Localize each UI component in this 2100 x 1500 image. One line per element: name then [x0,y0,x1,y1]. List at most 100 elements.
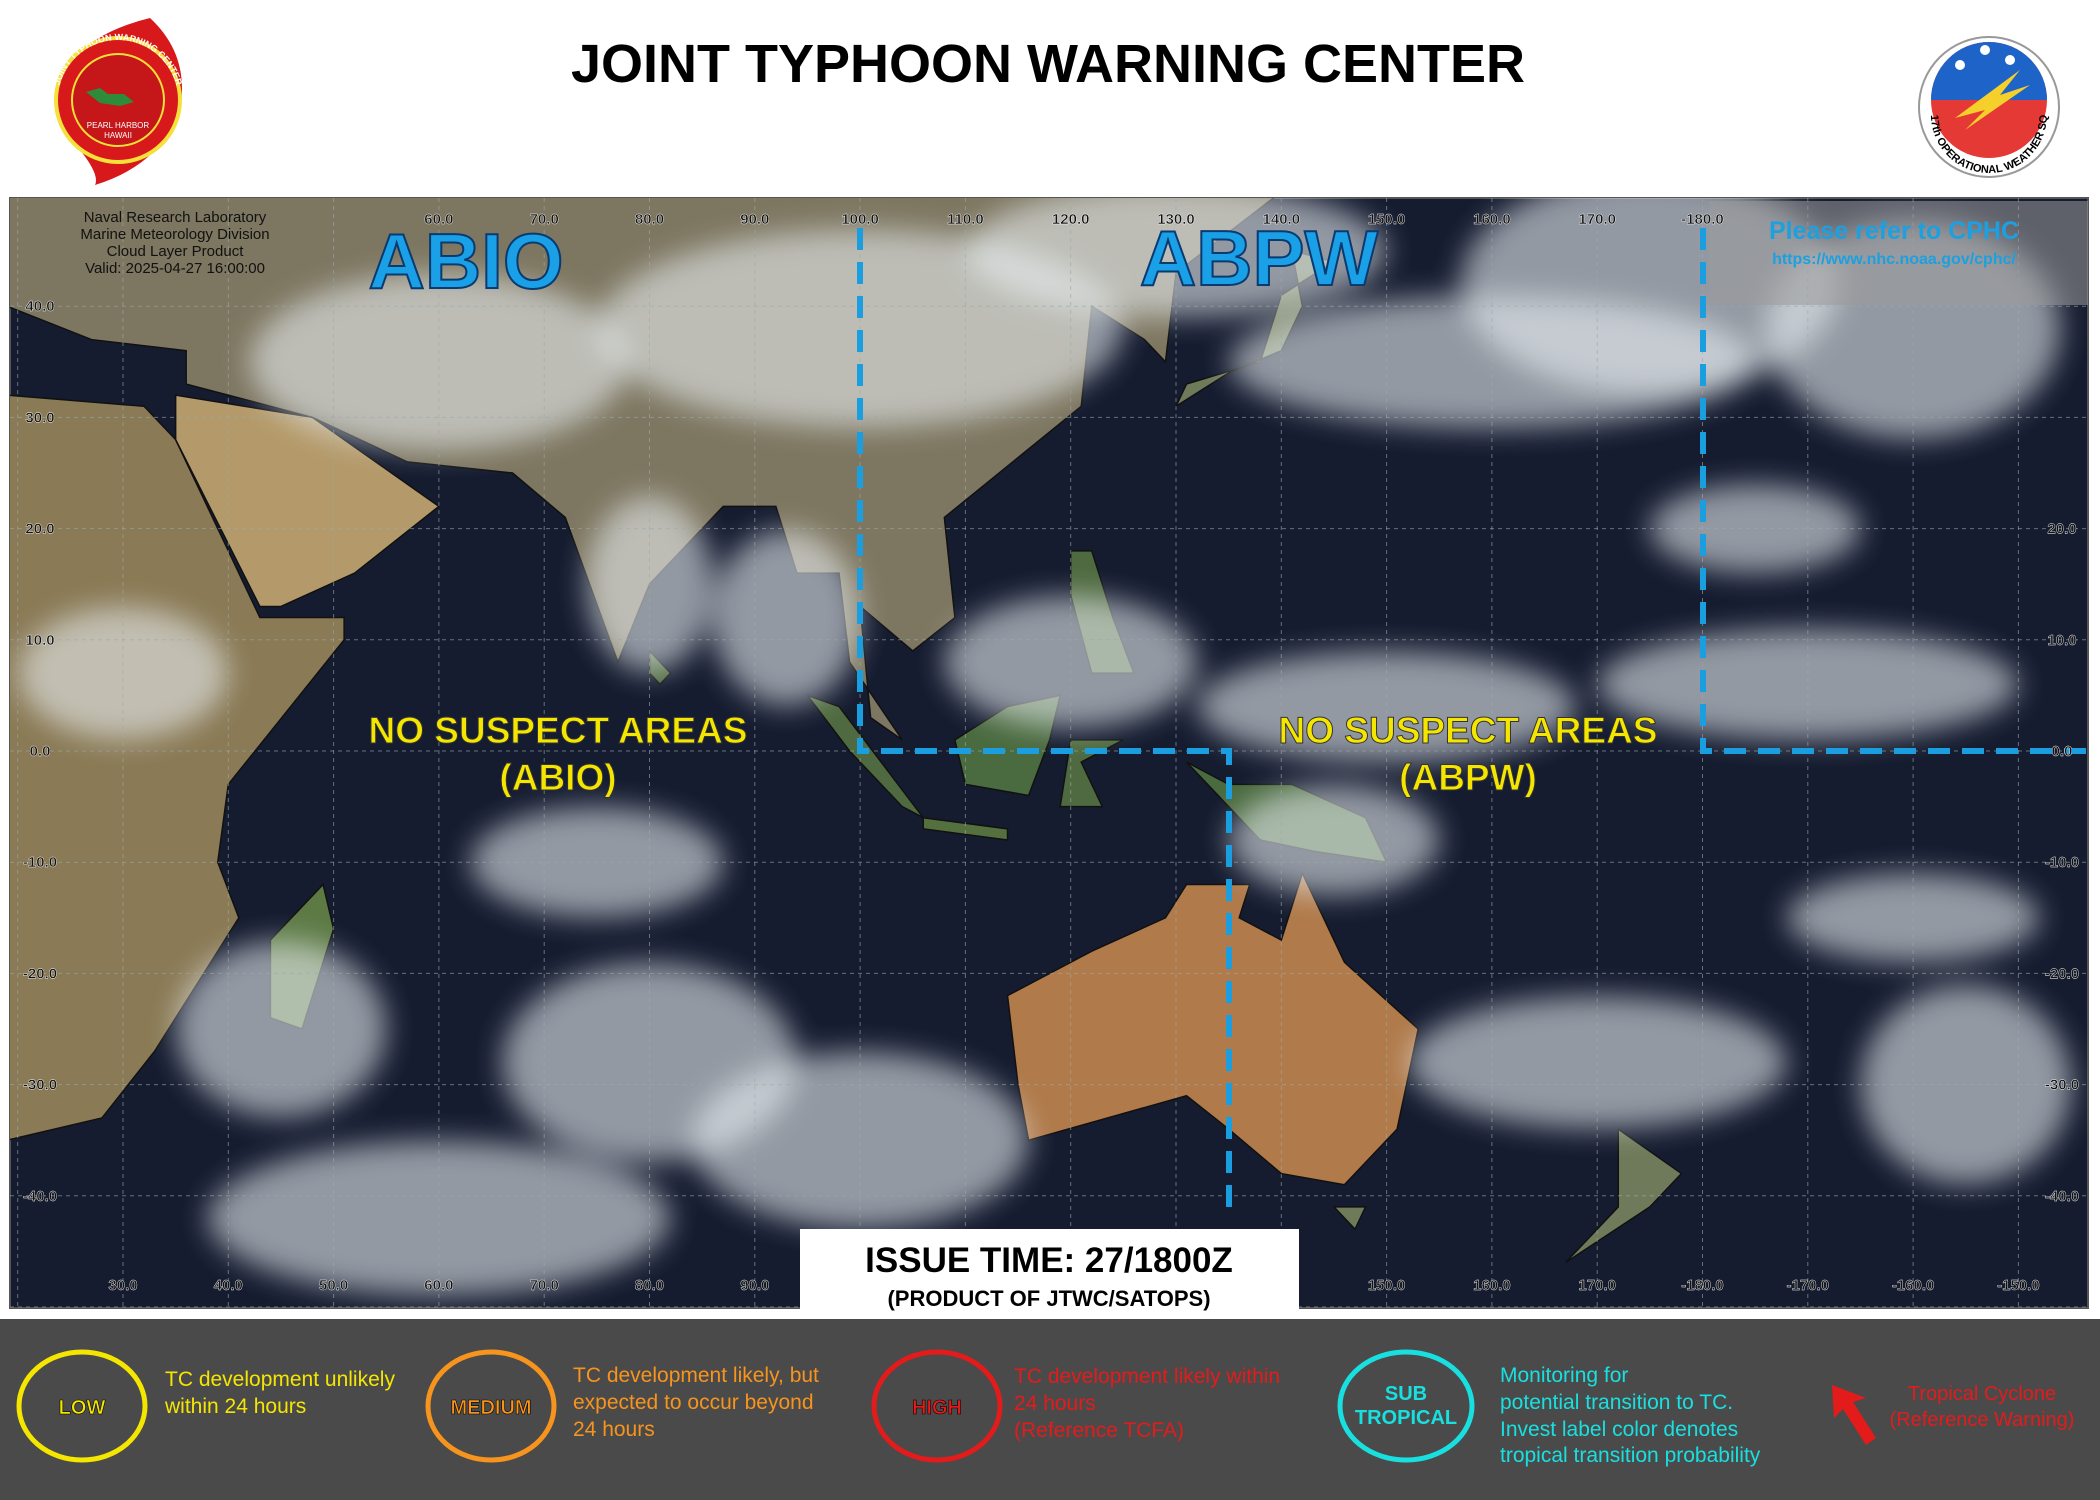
lon-label: 90.0 [740,1277,769,1294]
ows-logo: 17th OPERATIONAL WEATHER SQ [1918,36,2060,178]
lon-label: 70.0 [530,211,559,228]
lon-label: 90.0 [740,211,769,228]
status-text: NO SUSPECT AREAS (ABIO) NO SUSPECT AREAS… [368,710,1658,799]
lon-label: 160.0 [1473,211,1511,228]
logo-text: PEARL HARBOR [87,121,150,130]
info-line: Naval Research Laboratory [84,209,267,226]
region-label: ABIO [369,217,564,305]
lat-label: -40.0 [23,1188,57,1205]
lat-label: 30.0 [25,409,54,426]
legend-text: 24 hours [1014,1392,1096,1415]
cphc-url: https://www.nhc.noaa.gov/cphc/ [1772,251,2016,268]
cloud [1197,651,1576,762]
cloud [1597,629,2018,740]
landmass [1565,1127,1683,1264]
cloud [692,1052,1029,1229]
lat-label: 40.0 [25,298,54,315]
landmass [174,394,441,608]
lat-label: -10.0 [23,854,57,871]
issue-product: (PRODUCT OF JTWC/SATOPS) [887,1286,1210,1311]
cloud [1228,784,1439,895]
lat-label: 0.0 [2052,743,2073,760]
issue-time: ISSUE TIME: 27/1800Z [865,1241,1233,1280]
jtwc-logo: JOINT TYPHOON WARNING CENTER PEARL HARBO… [52,18,184,185]
lat-label: -30.0 [23,1077,57,1094]
lat-label: -10.0 [2045,854,2079,871]
lon-label: 150.0 [1368,1277,1406,1294]
cloud [207,1141,670,1296]
legend-text: Tropical Cyclone [1908,1383,2056,1405]
legend-text: 24 hours [573,1418,655,1441]
cyclone-arrow [1832,1385,1876,1445]
lon-label: 110.0 [947,211,984,228]
boundary-line [857,228,1232,1216]
landmass [10,394,345,1141]
legend-text: within 24 hours [164,1395,306,1418]
lon-label: 60.0 [424,211,453,228]
boundary-line [1700,228,2088,754]
legend-text: tropical transition probability [1500,1444,1761,1467]
lat-label: -20.0 [23,965,57,982]
info-line: Valid: 2025-04-27 16:00:00 [85,260,265,277]
status-line: NO SUSPECT AREAS [369,710,748,751]
status-line: (ABIO) [499,757,616,798]
lon-label: -180.0 [1681,211,1724,228]
cloud [712,529,860,706]
landmass [922,816,1009,841]
logo-text: HAWAII [104,131,132,140]
cphc-title: Please refer to CPHC [1769,217,2019,245]
legend-label: HIGH [912,1397,962,1419]
lon-label: 80.0 [635,211,664,228]
lon-label: 60.0 [424,1277,453,1294]
lon-label: 160.0 [1473,1277,1511,1294]
lon-label: 80.0 [635,1277,664,1294]
region-label: ABPW [1140,214,1379,302]
lat-label: -40.0 [2045,1188,2079,1205]
lon-label: 170.0 [1578,211,1616,228]
lon-label: 70.0 [530,1277,559,1294]
product-info: Naval Research Laboratory Marine Meteoro… [80,209,269,277]
lon-label: 120.0 [1052,211,1090,228]
legend-text: (Reference Warning) [1890,1409,2075,1431]
legend-text: (Reference TCFA) [1014,1419,1184,1442]
lat-label: -30.0 [2045,1077,2079,1094]
legend-label: MEDIUM [450,1397,531,1419]
legend-text: Monitoring for [1500,1364,1628,1387]
info-line: Marine Meteorology Division [80,226,269,243]
legend-text: Invest label color denotes [1500,1418,1738,1441]
legend: LOW TC development unlikely within 24 ho… [16,1349,2075,1467]
lon-label: 130.0 [1157,211,1195,228]
legend-text: TC development likely within [1014,1365,1280,1388]
info-line: Cloud Layer Product [107,243,245,260]
legend-symbol [1337,1349,1475,1463]
legend-label: SUB [1385,1383,1427,1405]
lat-label: 10.0 [25,632,54,649]
lon-label: 150.0 [1368,211,1406,228]
legend-text: potential transition to TC. [1500,1391,1733,1414]
coordinate-labels: 60.0 70.0 80.0 90.0 100.0 110.0 120.0 130.0 140.… [23,211,2080,1294]
lat-label: 10.0 [2047,632,2076,649]
aor-boundaries [857,228,2088,1216]
lon-label: -150.0 [1997,1277,2040,1294]
landmass [1006,871,1420,1186]
lon-label: -160.0 [1892,1277,1935,1294]
legend-text: TC development unlikely [165,1368,395,1391]
lat-label: 20.0 [25,521,54,538]
lon-label: 170.0 [1578,1277,1616,1294]
cloud [1787,873,2040,962]
lon-label: 30.0 [108,1277,137,1294]
legend-text: expected to occur beyond [573,1391,814,1414]
legend-symbol [16,1349,148,1463]
lat-label: -20.0 [2045,965,2079,982]
lon-label: 140.0 [1263,211,1301,228]
legend-symbol [425,1349,557,1463]
landmass [1332,1206,1367,1231]
header-bg [0,0,2100,198]
lon-label: 100.0 [841,211,879,228]
lon-label: 40.0 [214,1277,243,1294]
legend-symbol [871,1349,1003,1463]
status-line: (ABPW) [1399,757,1537,798]
issue-box [800,1229,1299,1319]
lon-label: 50.0 [319,1277,348,1294]
